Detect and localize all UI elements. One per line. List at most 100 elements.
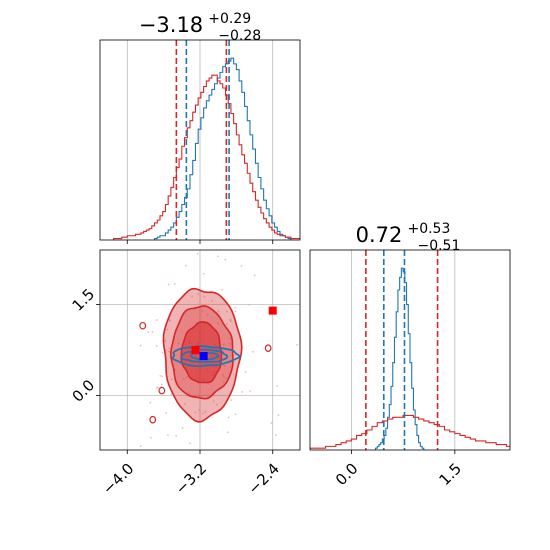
joint-scatter-point: [168, 350, 171, 353]
joint-scatter-point: [155, 319, 158, 321]
joint-markers: [191, 306, 277, 361]
joint-scatter-point: [166, 328, 169, 331]
blue-contour-level-2: [180, 348, 229, 363]
joint-scatter-point: [122, 230, 124, 232]
joint-scatter-point: [282, 220, 284, 222]
red-square-marker: [268, 306, 277, 315]
param2-title-value: 0.72: [356, 223, 403, 247]
joint-scatter-point: [234, 310, 237, 313]
joint-scatter-point: [114, 143, 116, 145]
joint-scatter-point: [161, 383, 163, 386]
joint-scatter-point: [217, 310, 220, 313]
joint-scatter-point: [210, 470, 212, 472]
joint-scatter-point: [155, 345, 158, 347]
joint-scatter-point: [230, 399, 233, 402]
joint-scatter-point: [173, 282, 176, 285]
joint-scatter-point: [232, 460, 234, 462]
joint-scatter-point: [212, 394, 215, 397]
joint-scatter-point: [236, 453, 238, 455]
param1-quantile-lines: [175, 40, 230, 240]
joint-scatter-point: [202, 272, 205, 275]
joint-scatter-point: [156, 386, 159, 389]
p1-blue-histogram: [153, 57, 292, 240]
joint-scatter-point: [249, 221, 251, 223]
joint-scatter-point: [181, 427, 184, 429]
joint-scatter-point: [169, 320, 171, 322]
red-contour-island: [264, 344, 272, 352]
param2-tick-label: 1.5: [435, 460, 465, 490]
joint-scatter-point: [163, 340, 166, 343]
param1-ticks: [126, 240, 274, 244]
joint-scatter-point: [169, 470, 171, 472]
joint-scatter-point: [216, 255, 219, 258]
joint-density-panel: −4.0 −3.2 −2.4 0.0 1.5: [69, 115, 306, 500]
blue-contour-level-1: [171, 345, 241, 368]
joint-scatter-point: [184, 402, 186, 405]
p1-red-histogram: [113, 74, 300, 240]
red-contour-island: [149, 415, 157, 424]
joint-scatter-point: [151, 331, 154, 333]
joint-scatter-point: [248, 303, 251, 306]
red-contour-island: [139, 321, 147, 330]
joint-scatter-point: [228, 342, 231, 345]
joint-scatter-point: [207, 498, 209, 500]
joint-scatter-point: [227, 416, 230, 419]
joint-scatter-point: [224, 258, 227, 261]
blue-square-marker: [199, 352, 208, 361]
joint-y-tick-label: 1.5: [69, 285, 99, 315]
param1-title-upper: +0.29: [208, 11, 251, 27]
joint-scatter-point: [224, 377, 227, 380]
joint-scatter-point: [179, 115, 181, 117]
joint-y-ticks: 0.0 1.5: [69, 285, 100, 406]
blue-contour-level-3: [190, 351, 220, 361]
joint-scatter-point: [213, 224, 215, 226]
joint-scatter-point: [296, 343, 299, 346]
joint-scatter-point: [212, 400, 215, 403]
joint-scatter-point: [150, 436, 152, 439]
joint-scatter-point: [184, 453, 186, 455]
joint-scatter-points: [114, 115, 306, 500]
joint-scatter-point: [304, 256, 306, 258]
joint-x-tick-label: −2.4: [244, 460, 282, 498]
joint-scatter-point: [241, 390, 244, 393]
joint-scatter-point: [234, 413, 237, 416]
joint-scatter-point: [249, 390, 252, 392]
red-square-marker: [191, 346, 200, 354]
joint-scatter-point: [226, 431, 229, 434]
joint-scatter-point: [237, 205, 239, 207]
joint-scatter-point: [275, 434, 277, 436]
joint-scatter-point: [229, 318, 232, 321]
param2-gridlines: [351, 250, 456, 450]
joint-scatter-point: [198, 409, 200, 411]
joint-scatter-point: [236, 191, 238, 193]
param2-tick-label: 0.0: [332, 460, 362, 490]
joint-scatter-point: [220, 214, 222, 216]
joint-scatter-point: [185, 376, 188, 379]
joint-scatter-point: [222, 343, 225, 346]
joint-scatter-point: [170, 378, 173, 381]
joint-scatter-point: [185, 264, 187, 267]
joint-scatter-point: [191, 295, 194, 298]
param2-title-upper: +0.53: [407, 221, 450, 237]
joint-scatter-point: [211, 300, 213, 302]
joint-scatter-point: [182, 377, 185, 380]
joint-scatter-point: [225, 310, 228, 313]
joint-scatter-point: [222, 375, 225, 378]
joint-scatter-point: [244, 371, 247, 373]
param2-histograms: [310, 267, 510, 450]
joint-scatter-point: [248, 244, 250, 246]
p2-red-histogram: [310, 414, 510, 450]
param1-histograms: [113, 57, 300, 240]
joint-scatter-point: [165, 412, 168, 414]
param1-histogram-panel: −3.18 +0.29 −0.28: [99, 11, 301, 244]
joint-scatter-point: [253, 274, 256, 277]
joint-x-tick-label: −3.2: [172, 460, 210, 498]
joint-scatter-point: [213, 469, 215, 471]
joint-scatter-point: [204, 410, 207, 413]
joint-scatter-point: [189, 442, 191, 445]
joint-scatter-point: [168, 347, 171, 350]
blue-contours: [171, 345, 241, 368]
joint-scatter-point: [188, 393, 191, 395]
joint-scatter-point: [167, 468, 169, 470]
